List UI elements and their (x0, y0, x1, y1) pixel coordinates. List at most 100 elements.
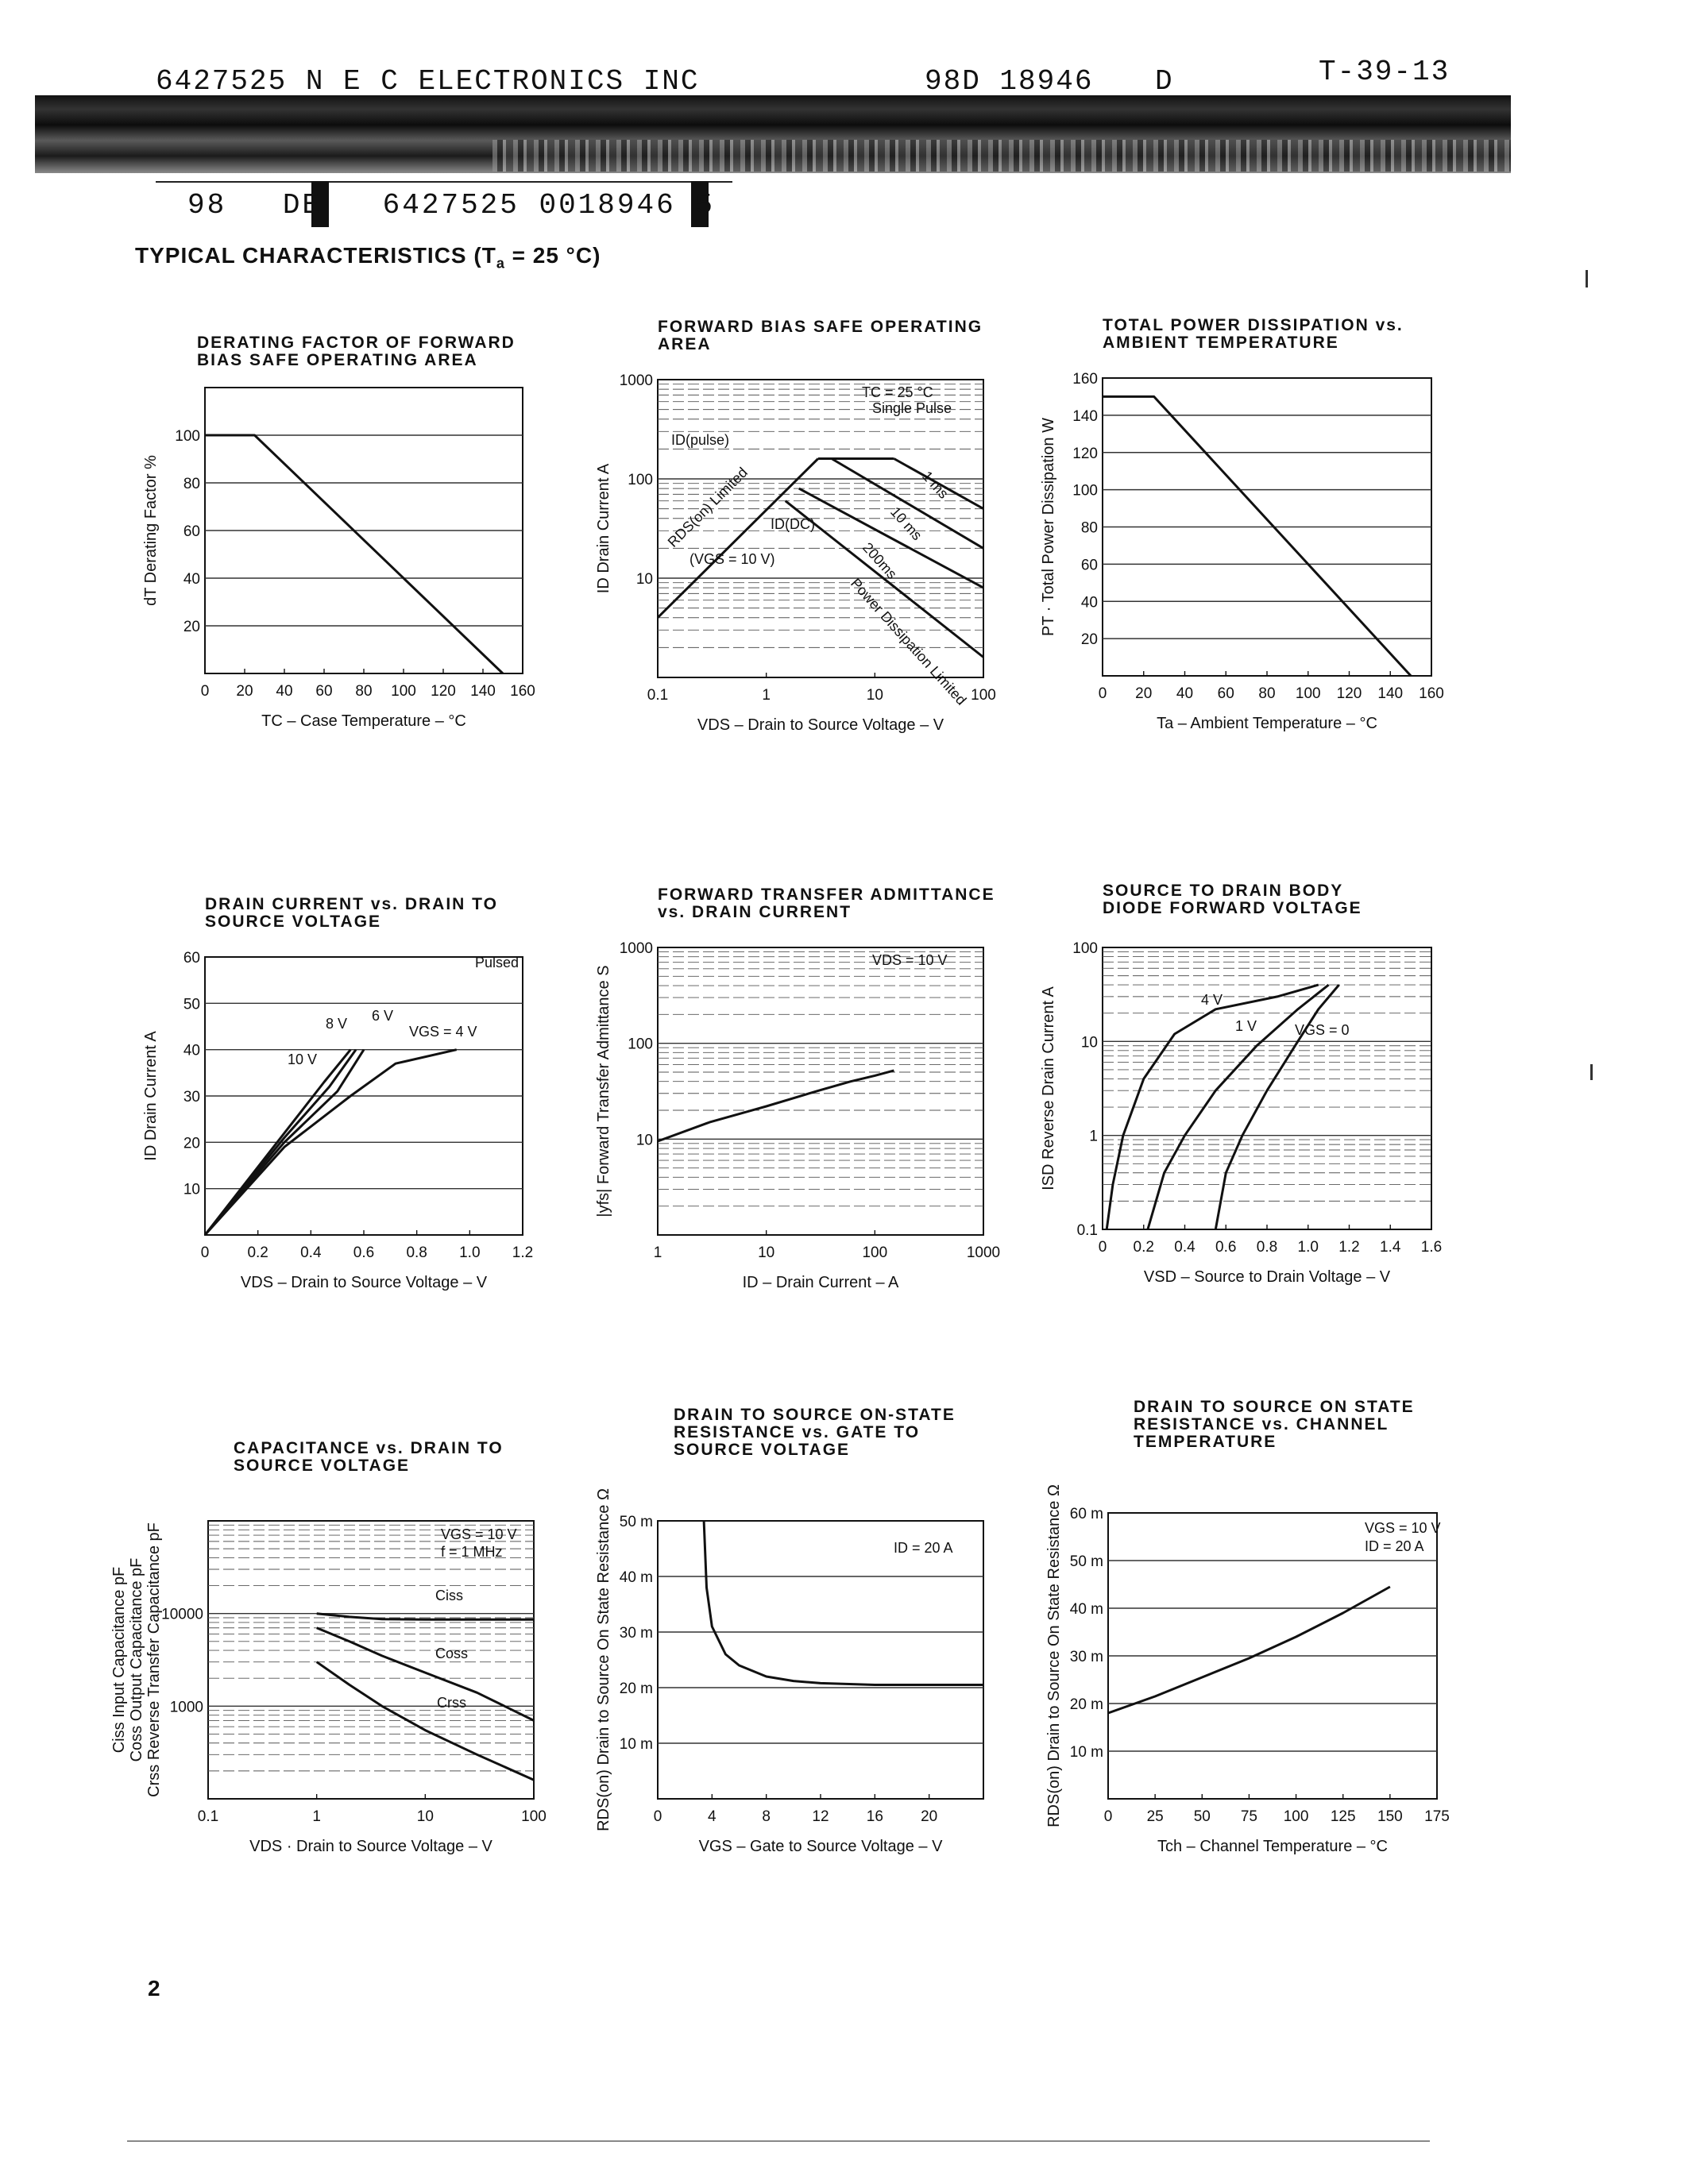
series-crss (315, 1661, 535, 1781)
x-tick-label: 1.0 (1298, 1239, 1319, 1256)
chart-3: TOTAL POWER DISSIPATION vs.AMBIENT TEMPE… (1040, 316, 1444, 732)
x-tick-label: 150 (1377, 1808, 1403, 1825)
x-tick-label: 1.6 (1421, 1239, 1442, 1256)
part-code-c: 6427525 0018946 5 (382, 189, 715, 222)
series-1-v (1146, 983, 1330, 1230)
y-tick-label: 10 (1081, 1034, 1098, 1051)
chart-title: SOURCE VOLTAGE (674, 1441, 850, 1459)
series-4-v (1105, 983, 1319, 1230)
y-tick-label: 10 (183, 1182, 200, 1198)
page-number: 2 (148, 1976, 160, 2001)
marker-block-right (691, 181, 709, 227)
x-tick-label: 120 (431, 683, 456, 700)
x-tick-label: 80 (1258, 685, 1275, 702)
x-tick-label: 10 (867, 687, 883, 704)
series-curve (205, 434, 504, 675)
scan-speck (1590, 1064, 1593, 1080)
y-axis-label: ISD Reverse Drain Current A (1040, 986, 1057, 1190)
x-tick-label: 1 (312, 1808, 321, 1825)
x-axis-label: VDS – Drain to Source Voltage – V (697, 716, 944, 734)
chart-title: vs. DRAIN CURRENT (658, 903, 852, 921)
y-tick-label: 20 (183, 1135, 200, 1152)
chart-annotation: 1 V (1235, 1018, 1257, 1034)
x-axis-label: Tch – Channel Temperature – °C (1157, 1838, 1388, 1855)
y-tick-label: 100 (1072, 940, 1098, 957)
x-tick-label: 0 (1099, 1239, 1107, 1256)
series-power-dissipation-limited (784, 500, 984, 658)
chart-annotation: VDS = 10 V (872, 952, 948, 968)
chart-title: FORWARD TRANSFER ADMITTANCE (658, 886, 995, 904)
chart-annotation: ID(pulse) (671, 432, 729, 448)
part-code-b: DE (282, 189, 323, 222)
y-tick-label: 1000 (620, 372, 653, 389)
chart-title: TEMPERATURE (1134, 1433, 1277, 1451)
x-tick-label: 100 (521, 1808, 547, 1825)
x-tick-label: 0 (201, 683, 210, 700)
chart-title: DIODE FORWARD VOLTAGE (1103, 899, 1362, 917)
x-tick-label: 0.2 (1134, 1239, 1154, 1256)
x-tick-label: 175 (1424, 1808, 1450, 1825)
chart-annotation: VGS = 4 V (409, 1024, 477, 1040)
y-tick-label: 160 (1072, 371, 1098, 388)
x-tick-label: 0.1 (647, 687, 668, 704)
y-tick-label: 10 (636, 571, 653, 588)
x-tick-label: 100 (1296, 685, 1321, 702)
x-tick-label: 0 (654, 1808, 662, 1825)
x-tick-label: 12 (812, 1808, 829, 1825)
y-tick-label: 60 m (1070, 1506, 1103, 1522)
x-tick-label: 100 (391, 683, 416, 700)
x-tick-label: 60 (1218, 685, 1234, 702)
series-ciss (316, 1612, 534, 1621)
chart-annotation: Pulsed (475, 955, 519, 970)
plot-frame (657, 379, 984, 678)
x-tick-label: 75 (1241, 1808, 1257, 1825)
y-tick-label: 100 (175, 428, 200, 445)
chart-title: DRAIN TO SOURCE ON STATE (1134, 1398, 1415, 1416)
y-tick-label: 10 m (1070, 1744, 1103, 1761)
y-axis-label: RDS(on) Drain to Source On State Resista… (1045, 1484, 1063, 1827)
y-axis-label: |yfs| Forward Transfer Admittance S (595, 965, 612, 1217)
x-tick-label: 25 (1147, 1808, 1164, 1825)
series-1-ms (893, 457, 984, 510)
y-tick-label: 50 (183, 996, 200, 1013)
x-tick-label: 1 (762, 687, 771, 704)
chart-annotation: 8 V (326, 1016, 347, 1032)
chart-title: SOURCE VOLTAGE (234, 1457, 410, 1475)
document-revision: D (1155, 65, 1174, 98)
y-tick-label: 80 (1081, 520, 1098, 537)
x-axis-label: TC – Case Temperature – °C (261, 712, 466, 730)
chart-title: TOTAL POWER DISSIPATION vs. (1103, 316, 1404, 334)
x-axis-label: ID – Drain Current – A (743, 1274, 899, 1291)
x-tick-label: 8 (762, 1808, 771, 1825)
series-vgs-4-v (203, 1048, 458, 1237)
series-curve (702, 1520, 983, 1686)
company-header: 6427525 N E C ELECTRONICS INC (156, 65, 700, 98)
chart-annotation: ID(DC) (771, 516, 815, 532)
document-code: 98D 18946 (925, 65, 1094, 98)
y-tick-label: 10 (636, 1132, 653, 1148)
series-rds-on-limited (656, 457, 819, 619)
series-label: Crss (437, 1695, 466, 1711)
y-tick-label: 60 (183, 950, 200, 967)
series-curve (1107, 1585, 1391, 1715)
x-tick-label: 0 (201, 1244, 210, 1261)
marker-block-left (311, 181, 329, 227)
x-tick-label: 0.2 (247, 1244, 268, 1261)
x-axis-label: VDS – Drain to Source Voltage – V (241, 1274, 488, 1291)
y-tick-label: 40 m (620, 1569, 653, 1586)
x-tick-label: 0.8 (406, 1244, 427, 1261)
x-tick-label: 20 (236, 683, 253, 700)
series-coss (316, 1626, 535, 1722)
y-axis-label: Coss Output Capacitance pF (128, 1558, 145, 1762)
header-rule (156, 181, 732, 183)
part-code-a: 98 (187, 189, 227, 222)
x-axis-label: VGS – Gate to Source Voltage – V (699, 1838, 944, 1855)
x-tick-label: 1.0 (459, 1244, 480, 1261)
chart-title: DRAIN CURRENT vs. DRAIN TO (205, 895, 498, 913)
y-tick-label: 10000 (161, 1607, 203, 1623)
chart-annotation: VGS = 0 (1295, 1022, 1350, 1038)
series-vgs-0 (1214, 984, 1340, 1230)
